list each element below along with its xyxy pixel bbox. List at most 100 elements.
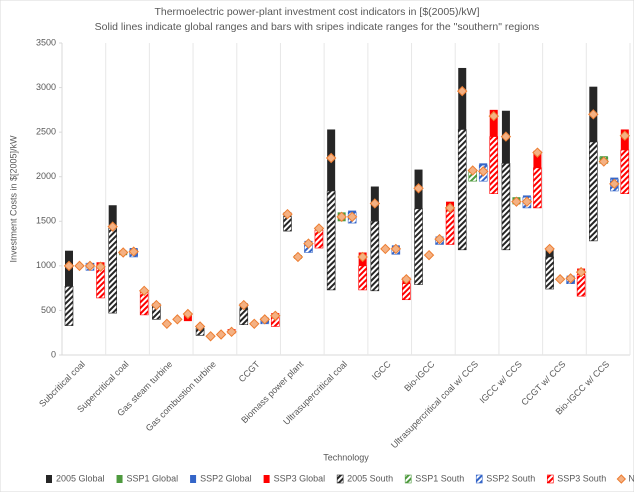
nam-marker xyxy=(598,156,610,167)
range-bar xyxy=(576,274,586,297)
legend-label: 2005 South xyxy=(347,473,393,483)
nam-marker xyxy=(488,110,499,122)
nam-marker xyxy=(205,331,216,342)
nam-marker xyxy=(609,178,620,190)
nam-marker xyxy=(588,109,599,120)
nam-marker xyxy=(336,211,347,223)
nam-marker xyxy=(270,310,281,321)
nam-marker xyxy=(511,196,522,207)
nam-marker xyxy=(554,274,566,285)
range-bar xyxy=(589,141,598,242)
legend-label: 2005 Global xyxy=(56,473,105,483)
nam-marker xyxy=(107,221,118,232)
nam-marker xyxy=(532,147,543,158)
range-bar xyxy=(457,129,467,251)
nam-marker xyxy=(544,243,555,255)
nam-marker xyxy=(619,130,631,141)
y-tick-label: 1000 xyxy=(36,260,56,270)
nam-marker xyxy=(259,314,270,325)
y-tick-label: 500 xyxy=(41,305,56,315)
nam-marker xyxy=(423,249,435,261)
nam-marker xyxy=(194,321,206,332)
nam-marker xyxy=(182,308,194,320)
range-bar xyxy=(501,163,511,251)
range-bar xyxy=(108,205,117,229)
nam-marker xyxy=(117,247,129,258)
y-tick-label: 3000 xyxy=(36,82,56,92)
nam-marker xyxy=(249,318,260,330)
legend-label: SSP3 South xyxy=(557,473,606,483)
range-bar xyxy=(489,136,499,194)
nam-marker xyxy=(226,326,237,338)
nam-marker xyxy=(413,183,424,194)
legend-swatch xyxy=(190,475,197,483)
nam-marker xyxy=(74,260,85,272)
legend-label: SSP2 South xyxy=(486,473,535,483)
range-bar xyxy=(402,283,411,301)
nam-marker xyxy=(84,260,96,272)
nam-marker xyxy=(380,243,391,255)
range-bar xyxy=(326,190,336,291)
nam-marker xyxy=(357,251,368,263)
legend-swatch xyxy=(46,475,52,483)
range-bar xyxy=(414,208,423,285)
legend-label: SSP1 South xyxy=(415,473,464,483)
range-bar xyxy=(108,228,117,314)
y-tick-label: 2500 xyxy=(36,127,56,137)
range-bar xyxy=(620,149,630,194)
nam-marker xyxy=(63,260,75,272)
legend-swatch xyxy=(546,474,554,484)
nam-marker xyxy=(172,314,183,325)
nam-marker xyxy=(138,285,150,297)
nam-marker xyxy=(303,238,314,249)
chart-title: Thermoelectric power-plant investment co… xyxy=(154,6,479,18)
nam-marker xyxy=(313,223,325,234)
nam-marker xyxy=(478,166,489,177)
y-tick-label: 0 xyxy=(51,349,56,359)
nam-marker xyxy=(282,208,293,220)
nam-marker xyxy=(467,165,478,176)
y-tick-label: 3500 xyxy=(36,37,56,47)
nam-marker xyxy=(500,131,512,142)
legend-swatch xyxy=(116,475,123,483)
nam-marker xyxy=(95,261,106,272)
nam-marker xyxy=(444,202,456,214)
nam-marker xyxy=(292,251,304,263)
nam-marker xyxy=(325,152,337,164)
nam-marker xyxy=(390,243,402,255)
chart-subtitle: Solid lines indicate global ranges and b… xyxy=(95,21,540,33)
x-axis-label: Technology xyxy=(323,452,369,462)
range-bar xyxy=(445,207,455,245)
legend-swatch xyxy=(263,475,270,483)
y-tick-label: 2000 xyxy=(36,171,56,181)
nam-marker xyxy=(369,198,381,209)
range-bar xyxy=(358,265,367,291)
legend-swatch xyxy=(336,474,344,484)
legend-swatch xyxy=(475,474,483,484)
y-tick-label: 1500 xyxy=(36,216,56,226)
nam-marker xyxy=(151,299,162,311)
nam-marker xyxy=(521,196,533,207)
legend-label: SSP3 Global xyxy=(274,473,326,483)
nam-marker xyxy=(565,273,576,284)
nam-marker xyxy=(215,329,227,340)
y-axis-label: Investment Costs in $[2005]/kW xyxy=(8,135,18,263)
range-bar xyxy=(239,308,249,325)
nam-marker xyxy=(401,274,412,285)
range-bar xyxy=(370,220,380,292)
nam-marker xyxy=(128,246,139,257)
nam-marker xyxy=(434,233,445,245)
legend-swatch xyxy=(616,474,627,484)
legend-label: SSP1 Global xyxy=(127,473,179,483)
legend-swatch xyxy=(404,474,412,484)
range-bar xyxy=(64,286,74,326)
legend-label: NAM xyxy=(628,473,634,483)
nam-marker xyxy=(575,266,587,278)
nam-marker xyxy=(161,318,173,330)
range-bar xyxy=(533,167,542,209)
legend-label: SSP2 Global xyxy=(200,473,252,483)
nam-marker xyxy=(346,211,358,223)
range-bar xyxy=(545,256,554,290)
nam-marker xyxy=(457,85,468,97)
